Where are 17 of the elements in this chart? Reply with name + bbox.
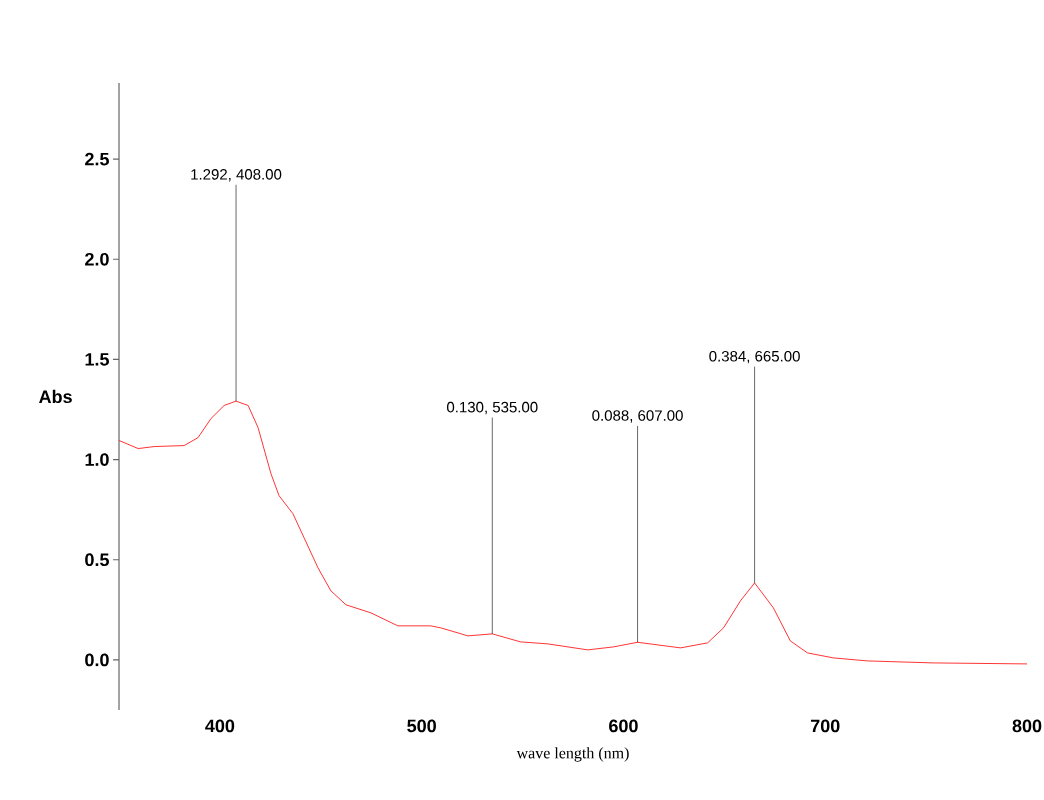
y-tick-label: 2.5 bbox=[85, 152, 109, 166]
x-tick-label: 800 bbox=[1012, 719, 1042, 733]
y-tick-label: 0.5 bbox=[85, 553, 109, 567]
annotation: 1.292, 408.00 bbox=[191, 169, 282, 182]
x-tick-label: 500 bbox=[407, 719, 436, 733]
annotation: 0.130, 535.00 bbox=[447, 401, 538, 415]
y-tick-label: 1.0 bbox=[85, 453, 109, 466]
x-tick-label: 600 bbox=[609, 719, 638, 733]
y-tick-label: 0.0 bbox=[85, 653, 109, 667]
y-tick-label: 2.0 bbox=[85, 252, 109, 266]
annotation: 0.088, 607.00 bbox=[592, 410, 683, 423]
annotation: 0.384, 665.00 bbox=[709, 350, 800, 364]
y-axis-title: Abs bbox=[39, 389, 72, 404]
x-tick-label: 700 bbox=[810, 719, 840, 733]
x-axis-title: wave length (nm) bbox=[516, 747, 629, 762]
x-tick-label: 400 bbox=[205, 719, 235, 733]
y-tick-label: 1.5 bbox=[85, 353, 109, 366]
